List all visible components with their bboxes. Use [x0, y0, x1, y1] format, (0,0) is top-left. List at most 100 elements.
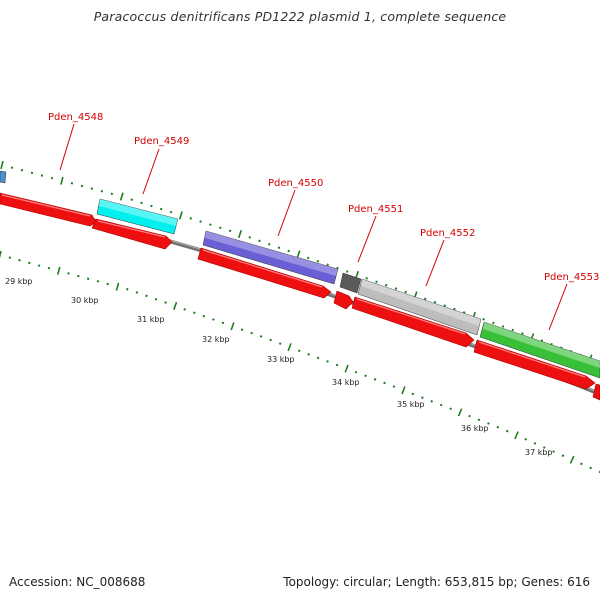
minor-tick: [37, 264, 41, 267]
minor-tick: [70, 182, 74, 185]
minor-tick: [30, 171, 34, 175]
minor-tick: [394, 287, 398, 290]
major-tick: [238, 229, 242, 239]
topology-info-text: Topology: circular; Length: 653,815 bp; …: [283, 575, 590, 589]
minor-tick: [269, 338, 272, 342]
minor-tick: [219, 226, 222, 230]
map-title: Paracoccus denitrificans PD1222 plasmid …: [93, 9, 507, 24]
cds-arrow-4551: [333, 290, 354, 310]
scale-label: 37 kbp: [525, 448, 553, 457]
minor-tick: [192, 311, 196, 315]
minor-tick: [145, 294, 148, 298]
minor-tick: [306, 256, 310, 260]
gene-label: Pden_4553: [544, 272, 599, 283]
minor-tick: [40, 174, 44, 177]
minor-tick: [411, 392, 415, 396]
minor-tick: [443, 304, 446, 307]
minor-tick: [453, 307, 456, 311]
gene-labels: Pden_4548 Pden_4549 Pden_4550 Pden_4551 …: [48, 112, 599, 283]
scale-label: 34 kbp: [332, 378, 360, 387]
minor-tick: [212, 318, 215, 321]
major-tick: [173, 301, 178, 310]
major-tick: [287, 343, 292, 352]
minor-tick: [392, 385, 396, 388]
minor-tick: [354, 370, 358, 374]
leader-pden-4548: [59, 123, 75, 171]
minor-tick: [430, 400, 434, 403]
minor-tick: [20, 169, 24, 172]
scale-label: 35 kbp: [397, 400, 425, 409]
gene-bar-pden-4548: [0, 170, 7, 184]
minor-tick: [335, 363, 339, 367]
minor-tick: [404, 290, 407, 294]
minor-tick: [150, 204, 153, 208]
scale-label: 33 kbp: [267, 355, 295, 364]
minor-tick: [345, 270, 349, 273]
label-leaders: [59, 123, 568, 331]
minor-tick: [67, 272, 70, 275]
major-tick: [230, 322, 235, 331]
minor-tick: [258, 239, 261, 243]
major-tick: [344, 364, 349, 373]
minor-tick: [106, 282, 109, 286]
scale-label: 29 kbp: [5, 277, 33, 286]
minor-tick: [140, 201, 143, 205]
minor-tick: [228, 229, 232, 233]
minor-tick: [533, 442, 537, 445]
minor-tick: [248, 236, 252, 239]
inner-tick-ring: [0, 250, 600, 474]
minor-tick: [542, 446, 546, 449]
minor-tick: [383, 381, 386, 385]
cds-track: [0, 192, 600, 401]
leader-pden-4552: [425, 239, 445, 287]
minor-tick: [384, 283, 388, 287]
minor-tick: [297, 349, 301, 353]
cds-arrow-4553: [473, 339, 596, 390]
minor-tick: [433, 300, 437, 304]
minor-tick: [439, 403, 443, 407]
minor-tick: [521, 332, 524, 335]
gene-label: Pden_4552: [420, 228, 475, 239]
minor-tick: [492, 321, 495, 325]
scale-label: 32 kbp: [202, 335, 230, 344]
minor-tick: [449, 407, 452, 410]
minor-tick: [10, 166, 14, 169]
gene-label: Pden_4548: [48, 112, 103, 123]
minor-tick: [278, 342, 282, 345]
minor-tick: [482, 318, 485, 321]
minor-tick: [50, 176, 54, 180]
minor-tick: [18, 259, 21, 262]
minor-tick: [189, 217, 193, 220]
minor-tick: [159, 207, 163, 211]
minor-tick: [267, 242, 271, 246]
leader-pden-4553: [548, 283, 568, 331]
cds-arrow-4549: [91, 218, 173, 250]
minor-tick: [126, 288, 129, 291]
minor-tick: [287, 249, 290, 253]
minor-tick: [552, 450, 555, 453]
minor-tick: [468, 414, 471, 418]
gene-bar-pden-4552: [357, 278, 482, 336]
minor-tick: [110, 192, 114, 196]
major-tick: [178, 211, 183, 220]
gene-bar-pden-4550: [202, 230, 339, 285]
minor-tick: [316, 259, 320, 263]
minor-tick: [496, 425, 500, 429]
major-tick: [569, 455, 575, 464]
leader-pden-4550: [277, 189, 296, 237]
minor-tick: [221, 321, 225, 325]
scale-label: 31 kbp: [137, 315, 165, 324]
major-tick: [60, 176, 64, 185]
minor-tick: [135, 291, 139, 294]
leader-pden-4549: [142, 148, 160, 195]
gene-bar-pden-4549: [96, 198, 179, 235]
minor-tick: [373, 378, 377, 381]
minor-tick: [277, 246, 281, 249]
minor-tick: [8, 256, 12, 259]
minor-tick: [307, 353, 310, 356]
minor-tick: [100, 190, 104, 193]
minor-tick: [90, 187, 94, 190]
gene-label: Pden_4550: [268, 178, 323, 189]
minor-tick: [487, 422, 490, 425]
minor-tick: [505, 429, 509, 433]
